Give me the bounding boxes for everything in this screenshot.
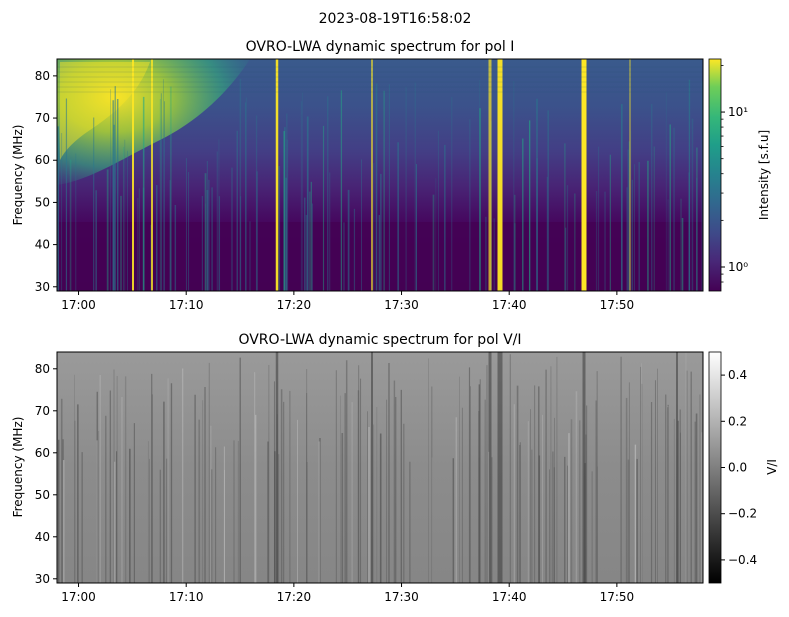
bright-streak — [581, 59, 587, 291]
plot-frame — [56, 351, 704, 584]
colorbar-axis: −0.4 −0.2 0.0 0.2 0.4 — [721, 368, 757, 567]
colorbar-tick-label: 0.4 — [728, 368, 747, 382]
colorbar-tick-label: 0.0 — [728, 461, 747, 475]
x-tick-label: 17:40 — [492, 590, 527, 604]
low-band-region — [57, 222, 703, 291]
y-tick-label: 40 — [35, 530, 50, 544]
colorbar-tick-label: 10⁰ — [728, 260, 748, 274]
plot-frame — [56, 58, 704, 292]
x-tick-label: 17:30 — [384, 298, 419, 312]
y-tick-label: 40 — [35, 238, 50, 252]
bright-streak — [132, 59, 134, 291]
y-tick-label: 50 — [35, 488, 50, 502]
y-tick-label: 30 — [35, 572, 50, 586]
y-tick-label: 30 — [35, 280, 50, 294]
y-tick-label: 70 — [35, 404, 50, 418]
x-tick-label: 17:00 — [61, 590, 96, 604]
y-axis: 30 40 50 60 70 80 — [35, 69, 57, 294]
y-tick-label: 80 — [35, 69, 50, 83]
x-tick-label: 17:10 — [169, 590, 204, 604]
colorbar-tick-label: 0.2 — [728, 414, 747, 428]
dark-streak — [676, 352, 678, 583]
dark-streak — [488, 352, 492, 583]
bright-streak — [488, 59, 492, 291]
bright-streak — [497, 59, 503, 291]
bright-streak — [151, 59, 153, 291]
dynamic-spectrum-pol-vi: OVRO-LWA dynamic spectrum for pol V/I 17… — [11, 332, 779, 604]
colorbar-tick-label: −0.4 — [728, 553, 757, 567]
type-iii-burst-region — [57, 59, 250, 185]
y-tick-label: 50 — [35, 195, 50, 209]
y-axis-label: Frequency (MHz) — [11, 125, 25, 226]
dark-streak — [275, 352, 279, 583]
dark-streak — [371, 352, 373, 583]
dark-streak — [582, 352, 586, 583]
colorbar-label: Intensity [s.f.u] — [757, 130, 771, 220]
x-axis: 17:00 17:10 17:20 17:30 17:40 17:50 — [61, 291, 634, 312]
x-axis: 17:00 17:10 17:20 17:30 17:40 17:50 — [61, 583, 634, 604]
colorbar-label: V/I — [765, 459, 779, 475]
dark-streak — [497, 352, 503, 583]
bright-streak — [629, 59, 631, 291]
colorbar — [708, 58, 722, 292]
bright-streak — [371, 59, 373, 291]
x-tick-label: 17:40 — [492, 298, 527, 312]
colorbar-tick-label: −0.2 — [728, 507, 757, 521]
x-tick-label: 17:10 — [169, 298, 204, 312]
x-tick-label: 17:20 — [277, 298, 312, 312]
bright-streak — [275, 59, 279, 291]
chart-title: OVRO-LWA dynamic spectrum for pol I — [246, 39, 515, 55]
burst-core — [60, 62, 150, 160]
x-tick-label: 17:50 — [600, 298, 635, 312]
y-tick-label: 60 — [35, 153, 50, 167]
x-tick-label: 17:00 — [61, 298, 96, 312]
colorbar — [708, 351, 722, 584]
x-tick-label: 17:20 — [277, 590, 312, 604]
y-tick-label: 80 — [35, 362, 50, 376]
figure-suptitle: 2023-08-19T16:58:02 — [319, 11, 472, 27]
dynamic-spectrum-pol-i: OVRO-LWA dynamic spectrum for pol I 17:0… — [11, 39, 771, 312]
x-tick-label: 17:30 — [384, 590, 419, 604]
colorbar-tick-label: 10¹ — [728, 105, 748, 119]
y-axis-label: Frequency (MHz) — [11, 417, 25, 518]
y-tick-label: 70 — [35, 111, 50, 125]
y-tick-label: 60 — [35, 446, 50, 460]
colorbar-axis: 10⁰ 10¹ — [721, 65, 748, 283]
x-tick-label: 17:50 — [600, 590, 635, 604]
y-axis: 30 40 50 60 70 80 — [35, 362, 57, 586]
chart-title: OVRO-LWA dynamic spectrum for pol V/I — [238, 332, 521, 348]
